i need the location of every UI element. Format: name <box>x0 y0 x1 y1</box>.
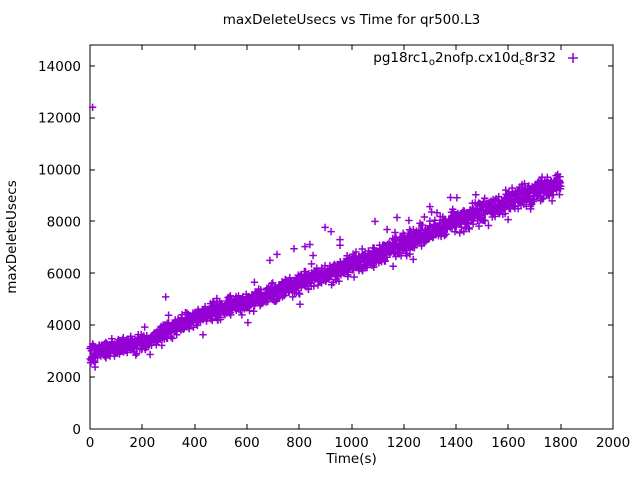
y-tick-labels: 0 2000 4000 6000 8000 10000 12000 14000 <box>38 59 81 438</box>
y-tick-label: 0 <box>72 422 81 438</box>
x-tick-label: 200 <box>129 435 155 451</box>
legend-label: pg18rc1o2nofp.cx10dc8r32 <box>373 50 556 68</box>
y-axis-label: maxDeleteUsecs <box>4 180 20 293</box>
y-tick-label: 12000 <box>38 111 81 127</box>
y-tick-label: 4000 <box>47 318 81 334</box>
axis-tick-marks <box>89 45 614 430</box>
x-tick-label: 2000 <box>596 435 630 451</box>
x-tick-label: 1200 <box>387 435 421 451</box>
scatter-points-series <box>86 103 565 371</box>
y-tick-label: 6000 <box>47 266 81 282</box>
x-tick-label: 400 <box>182 435 208 451</box>
x-tick-label: 0 <box>86 435 95 451</box>
y-tick-label: 14000 <box>38 59 81 75</box>
x-tick-label: 1600 <box>491 435 525 451</box>
x-tick-label: 1000 <box>334 435 368 451</box>
x-tick-label: 800 <box>286 435 312 451</box>
chart-title: maxDeleteUsecs vs Time for qr500.L3 <box>223 12 481 28</box>
plot-border <box>89 44 614 430</box>
x-tick-label: 1400 <box>439 435 473 451</box>
legend-marker-plus-icon <box>568 53 578 63</box>
y-tick-label: 10000 <box>38 163 81 179</box>
x-tick-label: 600 <box>234 435 260 451</box>
y-tick-label: 8000 <box>47 214 81 230</box>
x-axis-label: Time(s) <box>325 451 377 467</box>
x-tick-label: 1800 <box>544 435 578 451</box>
legend: pg18rc1o2nofp.cx10dc8r32 <box>373 50 578 68</box>
x-tick-labels: 0 200 400 600 800 1000 1200 1400 1600 1800 2000 <box>86 435 630 451</box>
y-tick-label: 2000 <box>47 370 81 386</box>
